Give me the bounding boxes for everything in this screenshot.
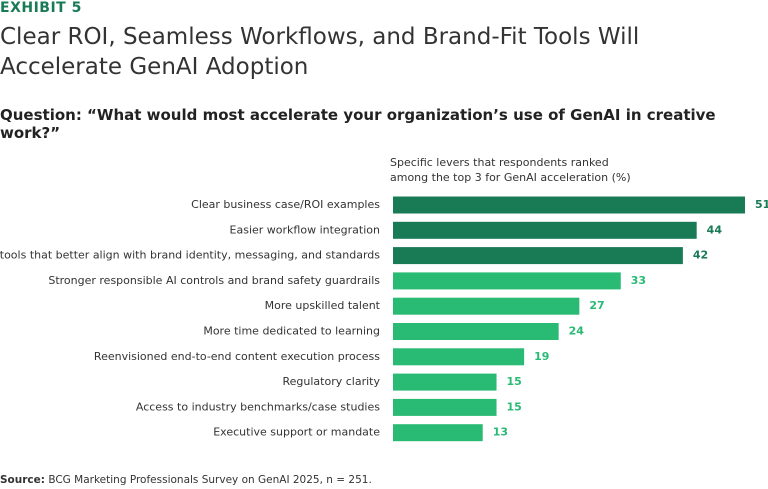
category-label: Access to industry benchmarks/case studi… [136, 400, 380, 413]
source-text: BCG Marketing Professionals Survey on Ge… [48, 474, 372, 486]
source: Source: BCG Marketing Professionals Surv… [0, 474, 372, 486]
value-label: 51 [755, 198, 768, 211]
value-label: 44 [707, 223, 723, 236]
value-label: 24 [569, 325, 585, 338]
bar [393, 373, 497, 391]
category-label: More upskilled talent [265, 299, 381, 312]
category-label: Regulatory clarity [283, 375, 381, 388]
bar [393, 221, 697, 239]
value-label: 13 [493, 426, 508, 439]
source-label: Source: [0, 474, 45, 486]
category-label: Reenvisioned end-to-end content executio… [94, 350, 380, 363]
exhibit-label: EXHIBIT 5 [0, 0, 82, 16]
value-label: 42 [693, 249, 708, 262]
value-label: 15 [507, 400, 522, 413]
value-label: 27 [589, 299, 604, 312]
bar [393, 196, 745, 214]
category-label: Stronger responsible AI controls and bra… [48, 274, 380, 287]
category-label: Clear business case/ROI examples [191, 198, 380, 211]
value-label: 33 [631, 274, 646, 287]
question: Question: “What would most accelerate yo… [0, 106, 716, 142]
bar [393, 424, 483, 442]
category-label: Executive support or mandate [213, 426, 380, 439]
category-label: More time dedicated to learning [203, 325, 380, 338]
bar [393, 348, 525, 366]
bar [393, 323, 559, 340]
bar [393, 398, 497, 416]
value-label: 15 [507, 375, 522, 388]
bar [393, 297, 580, 315]
bar [393, 272, 621, 290]
category-label: GenAI tools that better align with brand… [0, 249, 380, 262]
category-label: Easier workflow integration [230, 223, 380, 236]
chart-subtitle: Specific levers that respondents ranked … [390, 156, 631, 184]
title: Clear ROI, Seamless Workflows, and Brand… [0, 24, 640, 80]
bar [393, 247, 683, 265]
value-label: 19 [534, 350, 549, 363]
